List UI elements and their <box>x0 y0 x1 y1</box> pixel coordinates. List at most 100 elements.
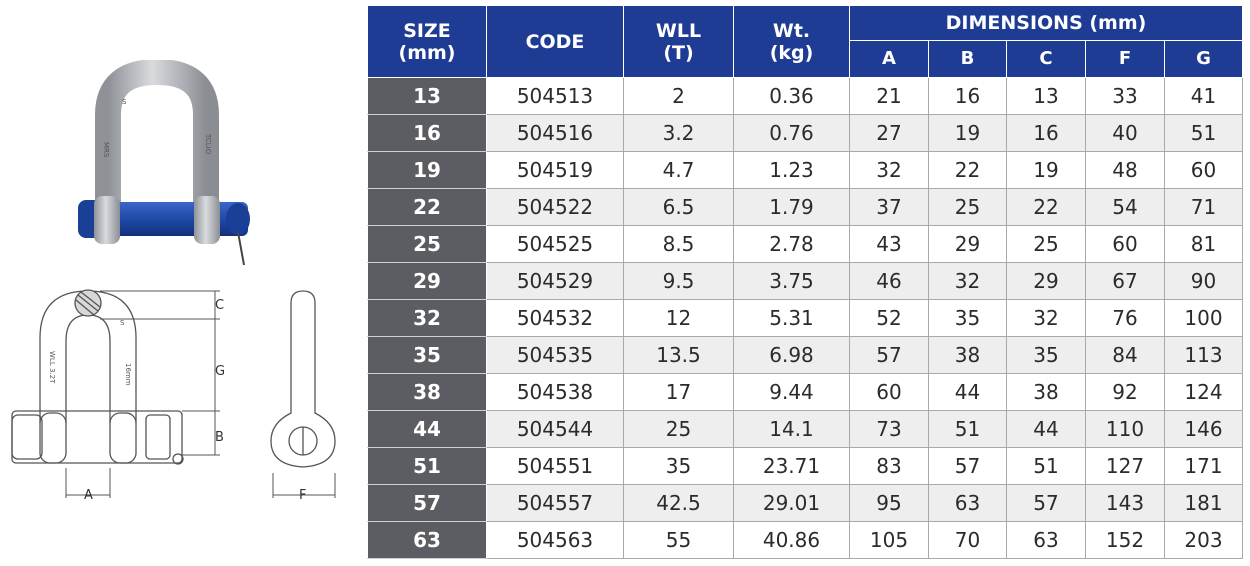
cell-dim-b: 19 <box>928 114 1007 152</box>
cell-dim-b: 35 <box>928 299 1007 337</box>
cell-code: 504516 <box>486 114 624 152</box>
table-row: 38 504538 17 9.44 60 44 38 92 124 <box>367 373 1243 411</box>
cell-dim-f: 127 <box>1085 447 1165 485</box>
cell-code: 504538 <box>486 373 624 411</box>
cell-size: 44 <box>367 410 487 448</box>
cell-dim-a: 83 <box>849 447 929 485</box>
cell-size: 51 <box>367 447 487 485</box>
cell-code: 504535 <box>486 336 624 374</box>
table-row: 25 504525 8.5 2.78 43 29 25 60 81 <box>367 225 1243 263</box>
table-row: 44 504544 25 14.1 73 51 44 110 146 <box>367 410 1243 448</box>
header-dimensions: DIMENSIONS (mm) <box>849 5 1243 41</box>
header-size: SIZE (mm) <box>367 5 487 78</box>
cell-dim-g: 90 <box>1164 262 1243 300</box>
cell-dim-c: 51 <box>1006 447 1086 485</box>
cell-code: 504557 <box>486 484 624 522</box>
dimension-a-label: A <box>84 488 93 503</box>
header-dim-f: F <box>1085 40 1165 78</box>
cell-dim-c: 22 <box>1006 188 1086 226</box>
cell-code: 504519 <box>486 151 624 189</box>
cell-dim-c: 32 <box>1006 299 1086 337</box>
cell-wll: 6.5 <box>623 188 734 226</box>
cell-wll: 13.5 <box>623 336 734 374</box>
cell-dim-c: 35 <box>1006 336 1086 374</box>
cell-size: 22 <box>367 188 487 226</box>
cell-size: 35 <box>367 336 487 374</box>
cell-dim-g: 181 <box>1164 484 1243 522</box>
cell-dim-c: 63 <box>1006 521 1086 559</box>
photo-mark-small: S <box>122 98 127 106</box>
cell-wll: 42.5 <box>623 484 734 522</box>
cell-weight: 5.31 <box>733 299 850 337</box>
cell-dim-f: 40 <box>1085 114 1165 152</box>
header-code: CODE <box>486 5 624 78</box>
dimension-f-label: F <box>299 488 306 503</box>
cell-dim-g: 100 <box>1164 299 1243 337</box>
cell-wll: 4.7 <box>623 151 734 189</box>
cell-dim-g: 51 <box>1164 114 1243 152</box>
cell-size: 29 <box>367 262 487 300</box>
table-row: 13 504513 2 0.36 21 16 13 33 41 <box>367 77 1243 115</box>
cell-dim-c: 13 <box>1006 77 1086 115</box>
cell-dim-b: 22 <box>928 151 1007 189</box>
cell-dim-f: 84 <box>1085 336 1165 374</box>
dimension-b-label: B <box>215 430 224 445</box>
header-dim-c: C <box>1006 40 1086 78</box>
cell-dim-f: 110 <box>1085 410 1165 448</box>
table-row: 51 504551 35 23.71 83 57 51 127 171 <box>367 447 1243 485</box>
cell-dim-c: 19 <box>1006 151 1086 189</box>
photo-mark-right: TCLIO <box>204 133 212 155</box>
cell-size: 19 <box>367 151 487 189</box>
table-row: 57 504557 42.5 29.01 95 63 57 143 181 <box>367 484 1243 522</box>
table-row: 29 504529 9.5 3.75 46 32 29 67 90 <box>367 262 1243 300</box>
cell-dim-g: 41 <box>1164 77 1243 115</box>
header-dim-a: A <box>849 40 929 78</box>
header-wll: WLL (T) <box>623 5 734 78</box>
table-row: 22 504522 6.5 1.79 37 25 22 54 71 <box>367 188 1243 226</box>
table-row: 16 504516 3.2 0.76 27 19 16 40 51 <box>367 114 1243 152</box>
cell-dim-g: 171 <box>1164 447 1243 485</box>
cell-dim-a: 95 <box>849 484 929 522</box>
table-row: 32 504532 12 5.31 52 35 32 76 100 <box>367 299 1243 337</box>
cell-dim-f: 54 <box>1085 188 1165 226</box>
cell-weight: 9.44 <box>733 373 850 411</box>
cell-wll: 35 <box>623 447 734 485</box>
cell-size: 25 <box>367 225 487 263</box>
cell-dim-a: 57 <box>849 336 929 374</box>
body-mark-right: 16mm <box>124 363 132 386</box>
cell-dim-a: 43 <box>849 225 929 263</box>
header-dim-g: G <box>1164 40 1243 78</box>
cell-code: 504544 <box>486 410 624 448</box>
header-weight: Wt. (kg) <box>733 5 850 78</box>
cell-dim-c: 57 <box>1006 484 1086 522</box>
cell-code: 504525 <box>486 225 624 263</box>
cell-dim-c: 25 <box>1006 225 1086 263</box>
cell-weight: 40.86 <box>733 521 850 559</box>
cell-dim-b: 51 <box>928 410 1007 448</box>
cell-dim-b: 44 <box>928 373 1007 411</box>
body-mark-small: S <box>120 319 125 327</box>
cell-dim-g: 81 <box>1164 225 1243 263</box>
cell-code: 504529 <box>486 262 624 300</box>
cell-weight: 1.79 <box>733 188 850 226</box>
cell-code: 504532 <box>486 299 624 337</box>
cell-dim-b: 63 <box>928 484 1007 522</box>
cell-dim-g: 113 <box>1164 336 1243 374</box>
cell-dim-b: 57 <box>928 447 1007 485</box>
cell-code: 504563 <box>486 521 624 559</box>
cell-wll: 3.2 <box>623 114 734 152</box>
cell-code: 504513 <box>486 77 624 115</box>
cell-dim-f: 143 <box>1085 484 1165 522</box>
cell-dim-f: 76 <box>1085 299 1165 337</box>
cell-dim-a: 60 <box>849 373 929 411</box>
cell-dim-b: 38 <box>928 336 1007 374</box>
cell-dim-a: 37 <box>849 188 929 226</box>
cell-dim-c: 38 <box>1006 373 1086 411</box>
cell-dim-a: 105 <box>849 521 929 559</box>
body-mark-left: WLL 3.2T <box>48 351 56 384</box>
cell-dim-c: 29 <box>1006 262 1086 300</box>
cell-code: 504522 <box>486 188 624 226</box>
cell-weight: 14.1 <box>733 410 850 448</box>
cell-dim-f: 67 <box>1085 262 1165 300</box>
cell-dim-f: 60 <box>1085 225 1165 263</box>
